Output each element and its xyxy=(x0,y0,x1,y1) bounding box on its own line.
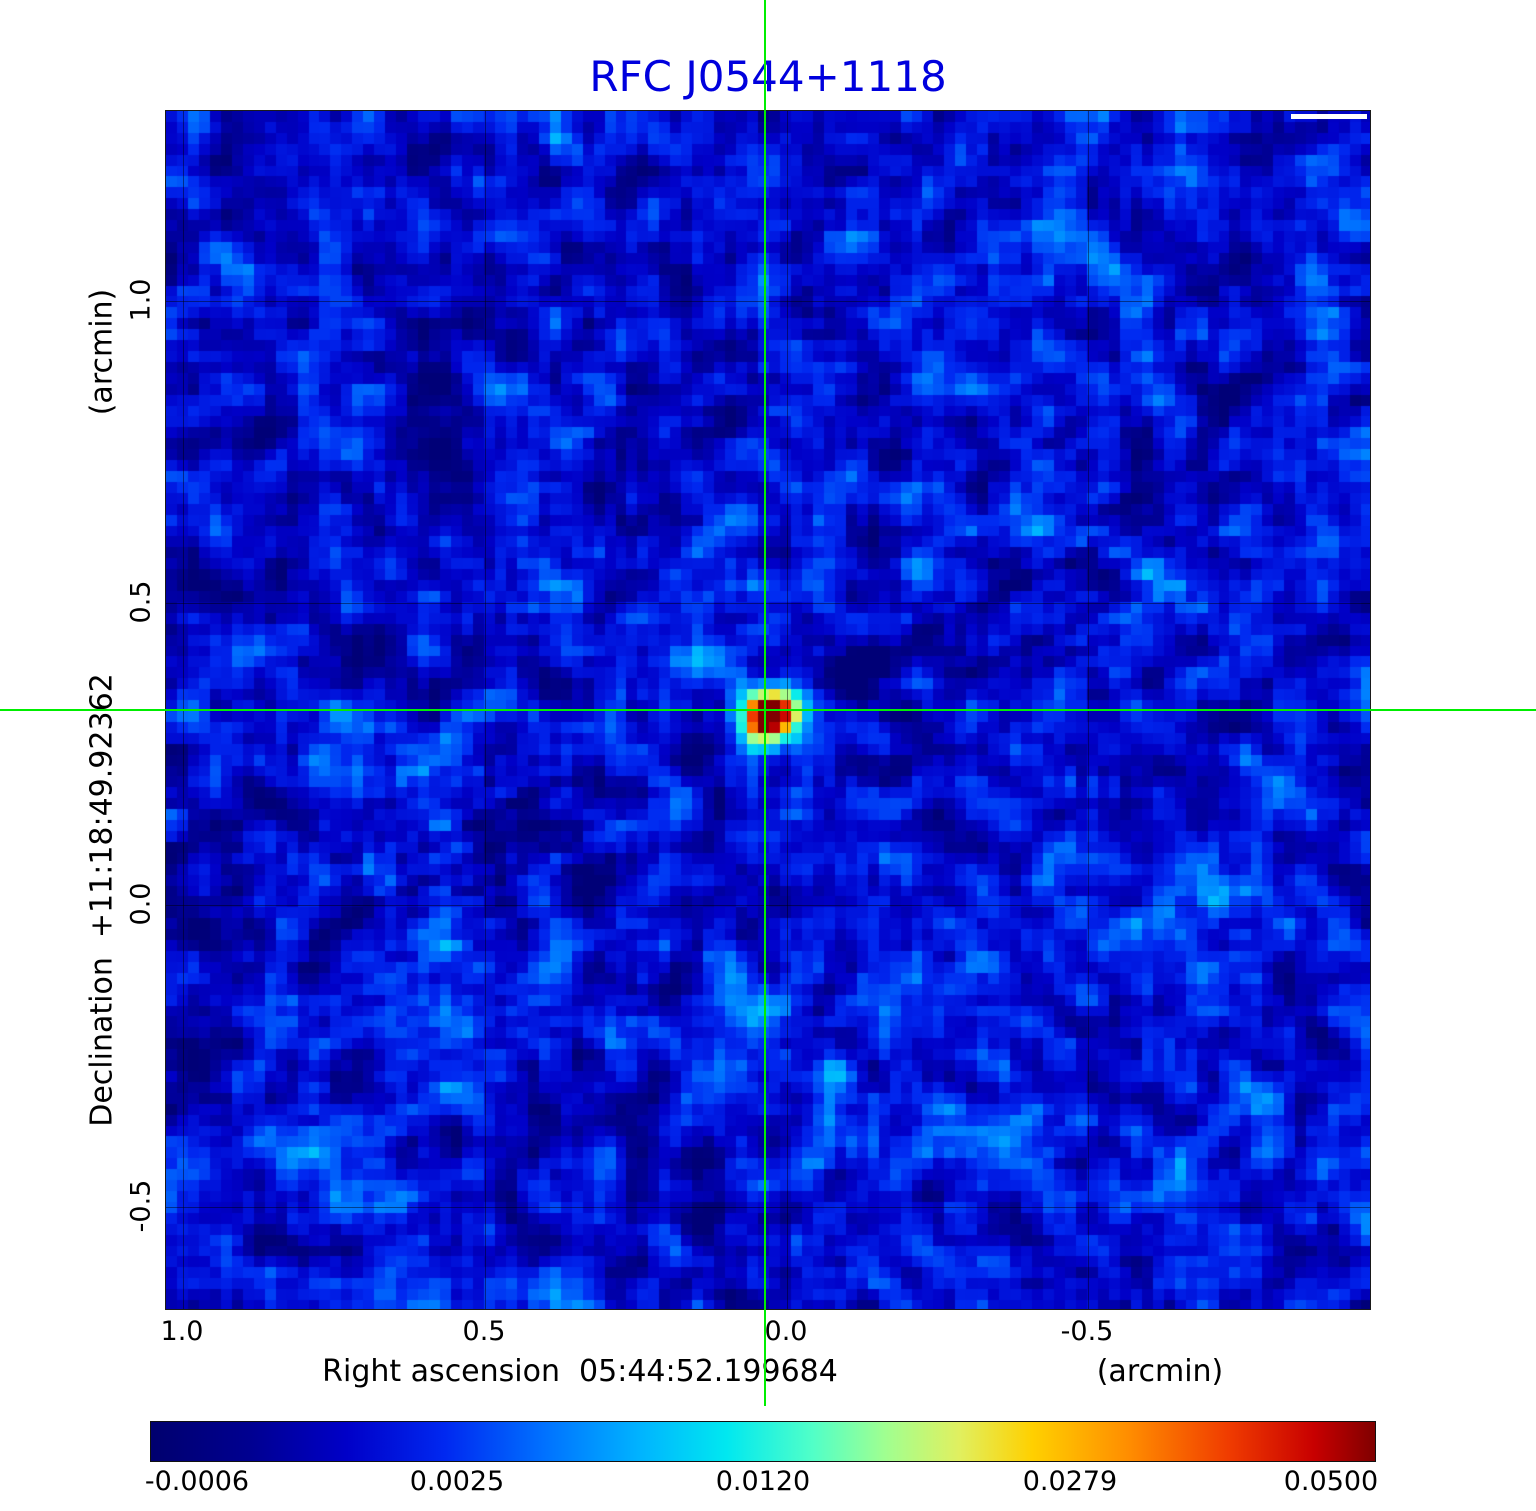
beam-scale-bar xyxy=(1291,114,1367,119)
x-tick-label: -0.5 xyxy=(1060,1316,1114,1347)
y-tick-label: 0.5 xyxy=(125,580,157,624)
colorbar-tick-label: 0.0279 xyxy=(1022,1466,1118,1497)
x-tick-label: 0.5 xyxy=(462,1316,506,1347)
colorbar-tick-label: 0.0500 xyxy=(1283,1466,1379,1497)
x-tick-label: 0.0 xyxy=(764,1316,808,1347)
x-axis-label: Right ascension 05:44:52.199684 xyxy=(322,1354,838,1389)
colorbar-tick-label: 0.0120 xyxy=(715,1466,811,1497)
grid-line xyxy=(166,301,1370,302)
x-axis-unit: (arcmin) xyxy=(1096,1354,1224,1389)
y-tick-label: -0.5 xyxy=(125,1179,157,1233)
grid-line xyxy=(166,603,1370,604)
colorbar-tick-label: 0.0025 xyxy=(409,1466,505,1497)
grid-line xyxy=(166,905,1370,906)
x-tick-label: 1.0 xyxy=(160,1316,204,1347)
grid-line xyxy=(166,1207,1370,1208)
y-axis-label: Declination +11:18:49.92362 xyxy=(84,673,120,1127)
crosshair-vertical-line xyxy=(764,0,766,1406)
crosshair-horizontal-line xyxy=(0,709,1536,711)
colorbar-gradient xyxy=(150,1421,1376,1462)
y-tick-label: 1.0 xyxy=(125,278,157,322)
page-title: RFC J0544+1118 xyxy=(589,52,947,101)
colorbar-tick-label: -0.0006 xyxy=(144,1466,250,1497)
y-tick-label: 0.0 xyxy=(125,882,157,926)
y-axis-unit: (arcmin) xyxy=(84,288,120,416)
